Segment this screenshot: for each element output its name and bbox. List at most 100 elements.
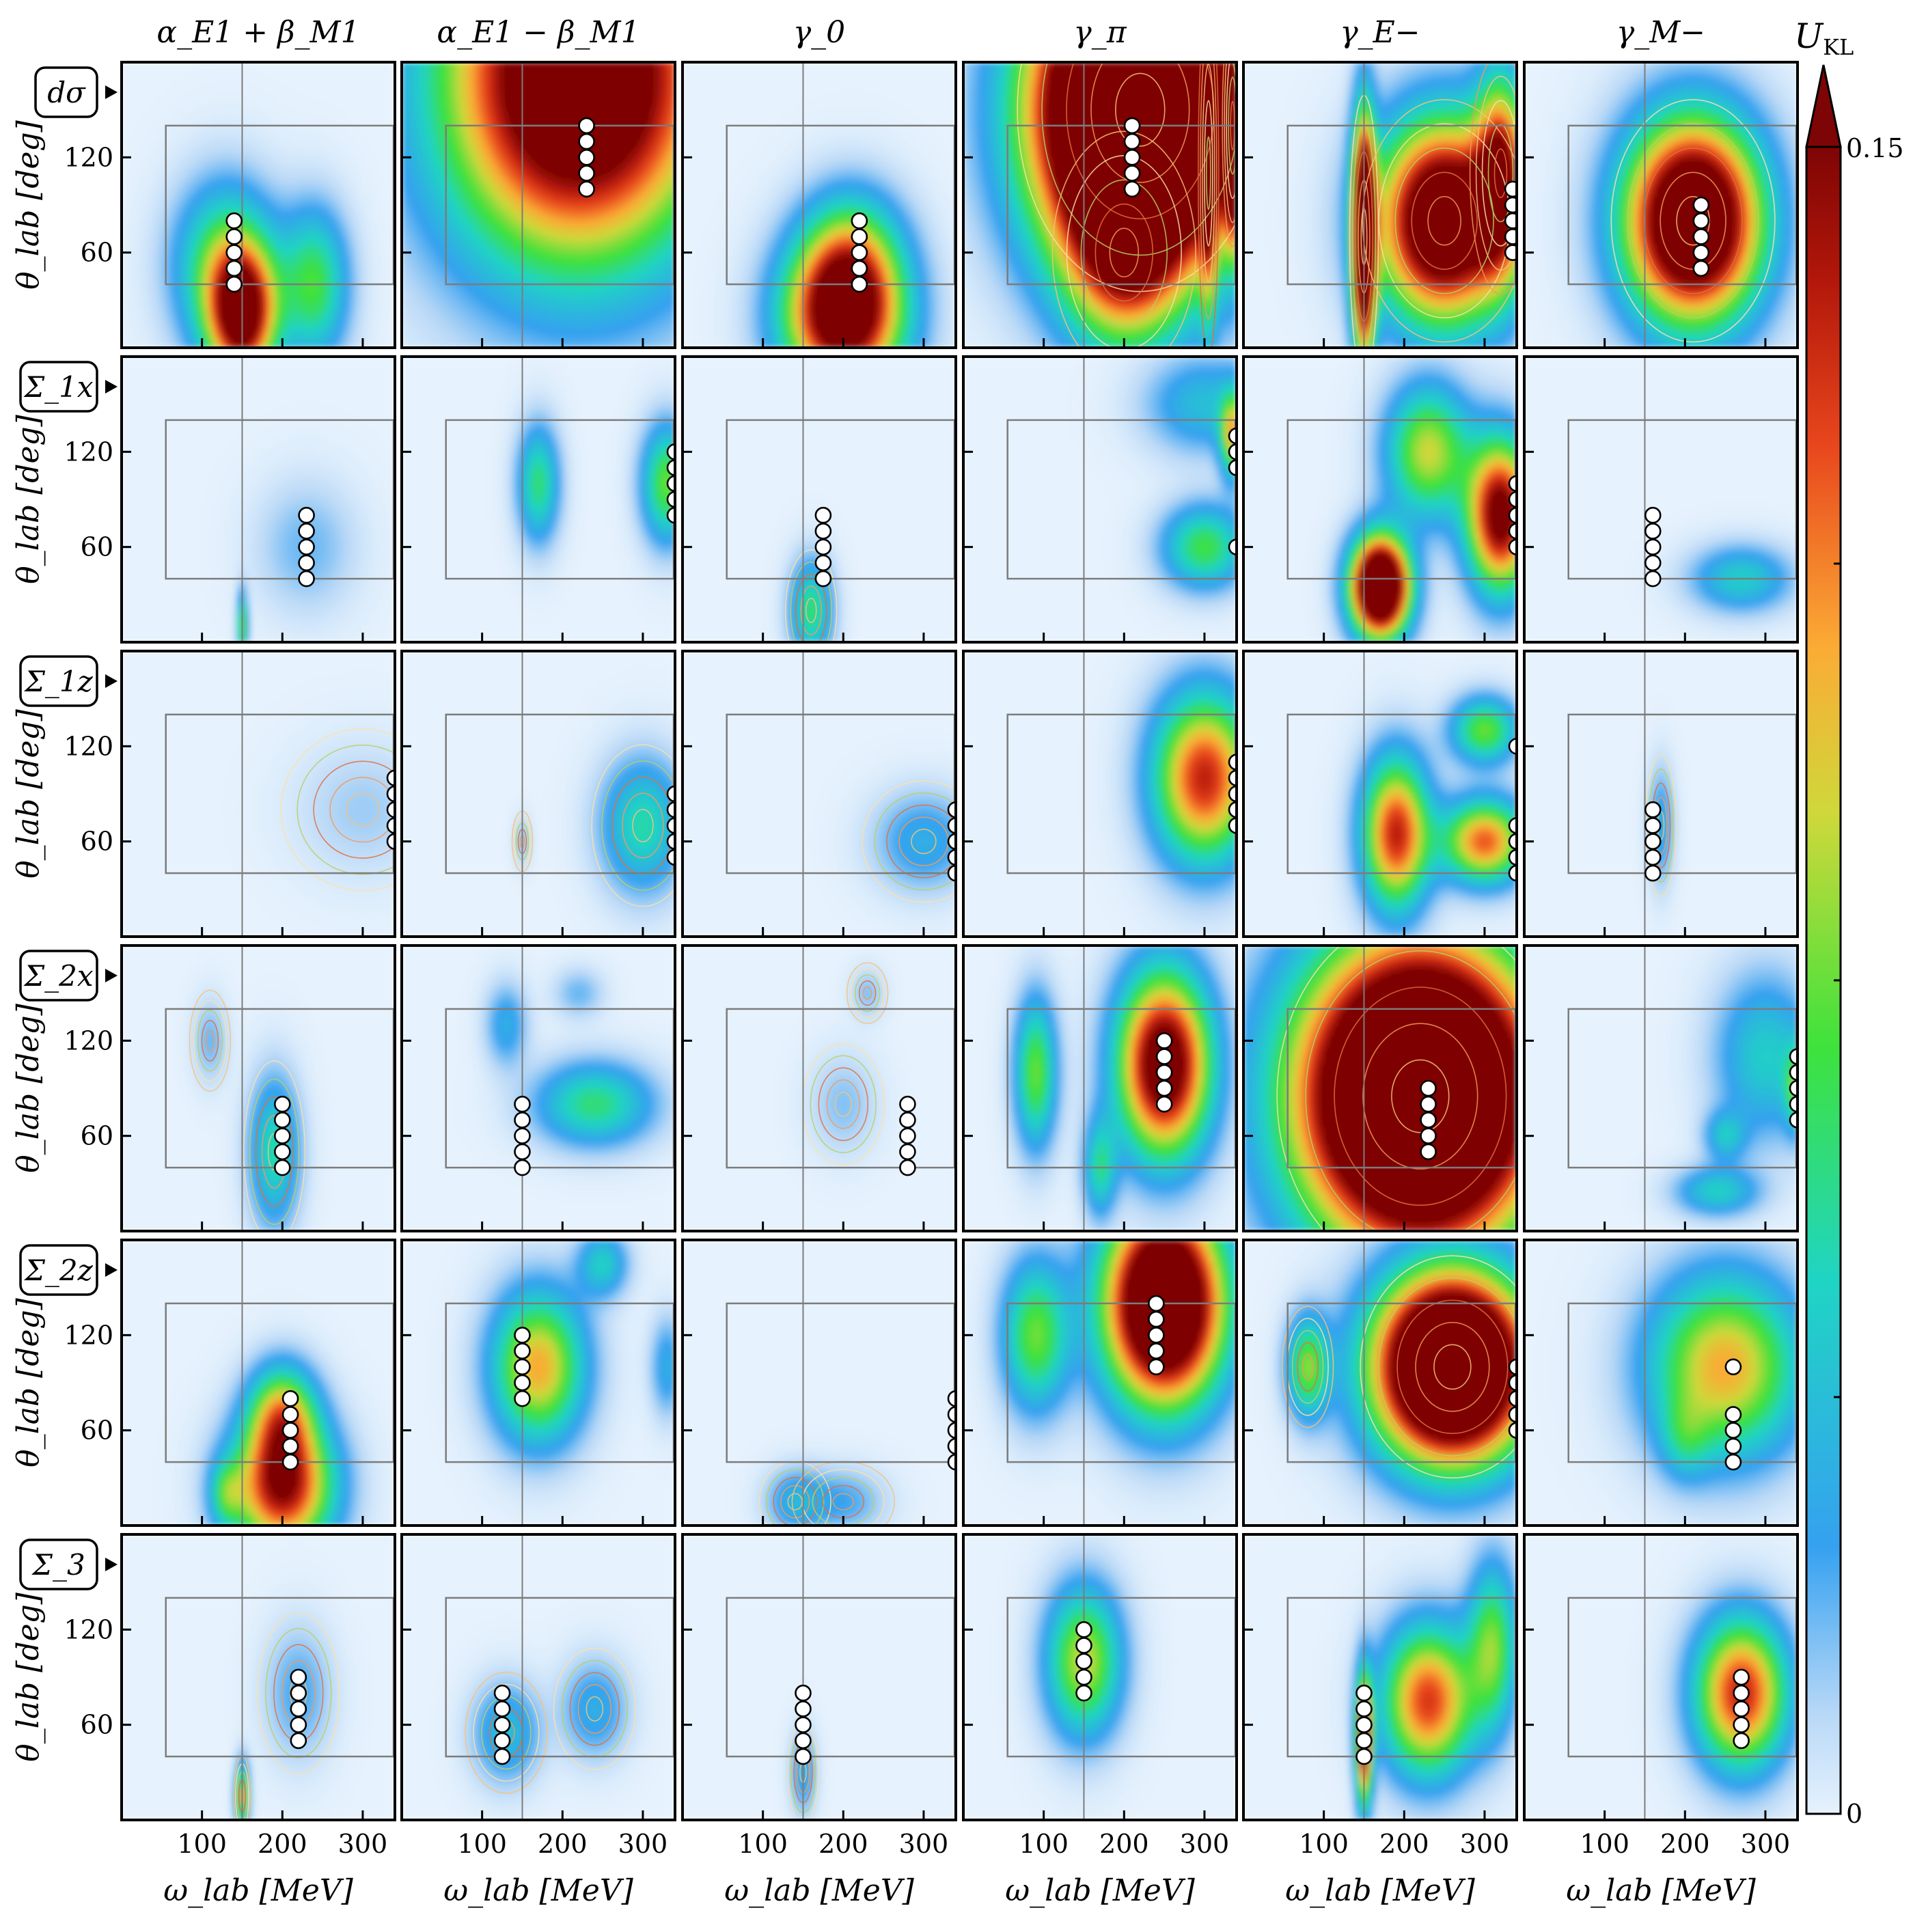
contour-line — [1291, 1329, 1324, 1404]
measurement-point — [1733, 1700, 1750, 1717]
measurement-point — [1148, 1295, 1165, 1312]
contour-line — [832, 1493, 855, 1510]
contour-line — [1276, 946, 1517, 1231]
measurement-point — [386, 769, 395, 787]
contour-line — [862, 986, 872, 1000]
measurement-point — [386, 785, 395, 803]
contour-line — [826, 1079, 861, 1129]
y-axis-label: θ_lab [deg] — [11, 708, 46, 878]
measurement-point — [1420, 1095, 1437, 1113]
measurement-point — [1724, 1453, 1742, 1471]
contour-line — [249, 1078, 300, 1226]
measurement-point — [1228, 754, 1237, 771]
panel-4-0: 60 120 θ_lab [deg] — [11, 1239, 396, 1527]
measurement-point — [514, 1374, 531, 1392]
measurement-point — [1508, 1358, 1517, 1376]
x-tick-label: 200 — [818, 1829, 868, 1859]
measurement-point — [273, 1127, 291, 1144]
x-tick-label: 100 — [738, 1829, 788, 1859]
measurement-point — [514, 1143, 531, 1161]
panel-5-2: 100 200 300 ω_lab [MeV] — [681, 1533, 957, 1908]
contour-line — [812, 1476, 875, 1526]
measurement-point — [1508, 864, 1517, 882]
y-axis-label: θ_lab [deg] — [11, 414, 46, 583]
measurement-point — [1075, 1684, 1092, 1702]
contour-line — [1051, 130, 1196, 348]
measurement-point — [1508, 817, 1517, 834]
contour-line — [1391, 1059, 1450, 1133]
measurement-point — [1123, 117, 1141, 135]
measurement-point — [814, 523, 832, 540]
heatmap-field — [683, 1240, 956, 1526]
panel-frame — [1242, 61, 1518, 349]
measurement-point — [899, 1127, 916, 1144]
panel-4-4 — [1242, 1239, 1518, 1527]
measurement-point — [851, 275, 868, 293]
measurement-point — [225, 212, 243, 230]
measurement-point — [273, 1159, 291, 1176]
measurement-point — [493, 1684, 511, 1702]
panel-frame — [1242, 944, 1518, 1232]
measurement-point — [1148, 1327, 1165, 1344]
y-tick-label: 120 — [64, 1320, 113, 1350]
panel-3-3 — [962, 944, 1238, 1232]
contour-line — [197, 1010, 223, 1072]
colorbar-title-sub: KL — [1823, 34, 1854, 60]
measurement-point — [666, 801, 675, 818]
contour-line — [1090, 62, 1190, 183]
contour-line — [1202, 64, 1215, 283]
measurement-point — [795, 1732, 812, 1750]
measurement-point — [273, 1112, 291, 1129]
panel-frame — [1242, 1239, 1518, 1527]
panel-frame — [1523, 1239, 1799, 1527]
contour-line — [1206, 136, 1211, 210]
x-tick-label: 100 — [457, 1829, 507, 1859]
measurement-point — [899, 1112, 916, 1129]
measurement-point — [493, 1732, 511, 1750]
contour-line — [1394, 148, 1494, 294]
measurement-point — [578, 149, 595, 166]
measurement-point — [1228, 801, 1237, 818]
contour-line — [773, 1476, 817, 1526]
measurement-point — [1508, 833, 1517, 850]
y-tick-label: 120 — [64, 1614, 113, 1644]
row-label-box-5 — [19, 1538, 98, 1590]
measurement-point — [947, 1453, 956, 1471]
row-label-box-1 — [19, 361, 98, 413]
measurement-point — [514, 1159, 531, 1176]
panel-1-5 — [1523, 355, 1799, 644]
heatmap-field — [1243, 651, 1517, 937]
measurement-point — [814, 554, 832, 572]
measurement-point — [290, 1684, 307, 1702]
row-label-3: Σ_2x — [23, 959, 93, 993]
x-axis-label: ω_lab [MeV] — [1285, 1873, 1475, 1908]
measurement-point — [947, 801, 956, 818]
measurement-point — [281, 1406, 299, 1423]
colorbar-title: UKL — [1794, 16, 1854, 60]
contour-line — [561, 1659, 629, 1758]
heatmap-field — [683, 62, 956, 348]
measurement-point — [1148, 1342, 1165, 1360]
x-axis-label: ω_lab [MeV] — [443, 1873, 633, 1908]
measurement-point — [1692, 212, 1710, 230]
measurement-point — [1508, 491, 1517, 508]
panel-frame — [681, 355, 957, 644]
contour-line — [886, 804, 956, 879]
heatmap-field — [683, 1534, 956, 1820]
panel-frame — [1242, 650, 1518, 938]
measurement-point — [795, 1684, 812, 1702]
contour-line — [1204, 100, 1213, 247]
panel-frame — [400, 1533, 676, 1821]
y-axis-label: θ_lab [deg] — [11, 120, 46, 289]
measurement-point — [386, 801, 395, 818]
panel-3-0: 60 120 θ_lab [deg] — [11, 944, 396, 1232]
measurement-point — [1504, 180, 1517, 198]
heatmap-field — [1524, 946, 1798, 1231]
panel-3-2 — [681, 944, 957, 1232]
measurement-point — [947, 848, 956, 866]
colorbar-title-main: U — [1794, 16, 1824, 56]
col-title-5: γ_M− — [1616, 15, 1705, 50]
measurement-point — [666, 443, 675, 460]
measurement-point — [281, 1437, 299, 1455]
row-label-box-0 — [34, 66, 98, 118]
